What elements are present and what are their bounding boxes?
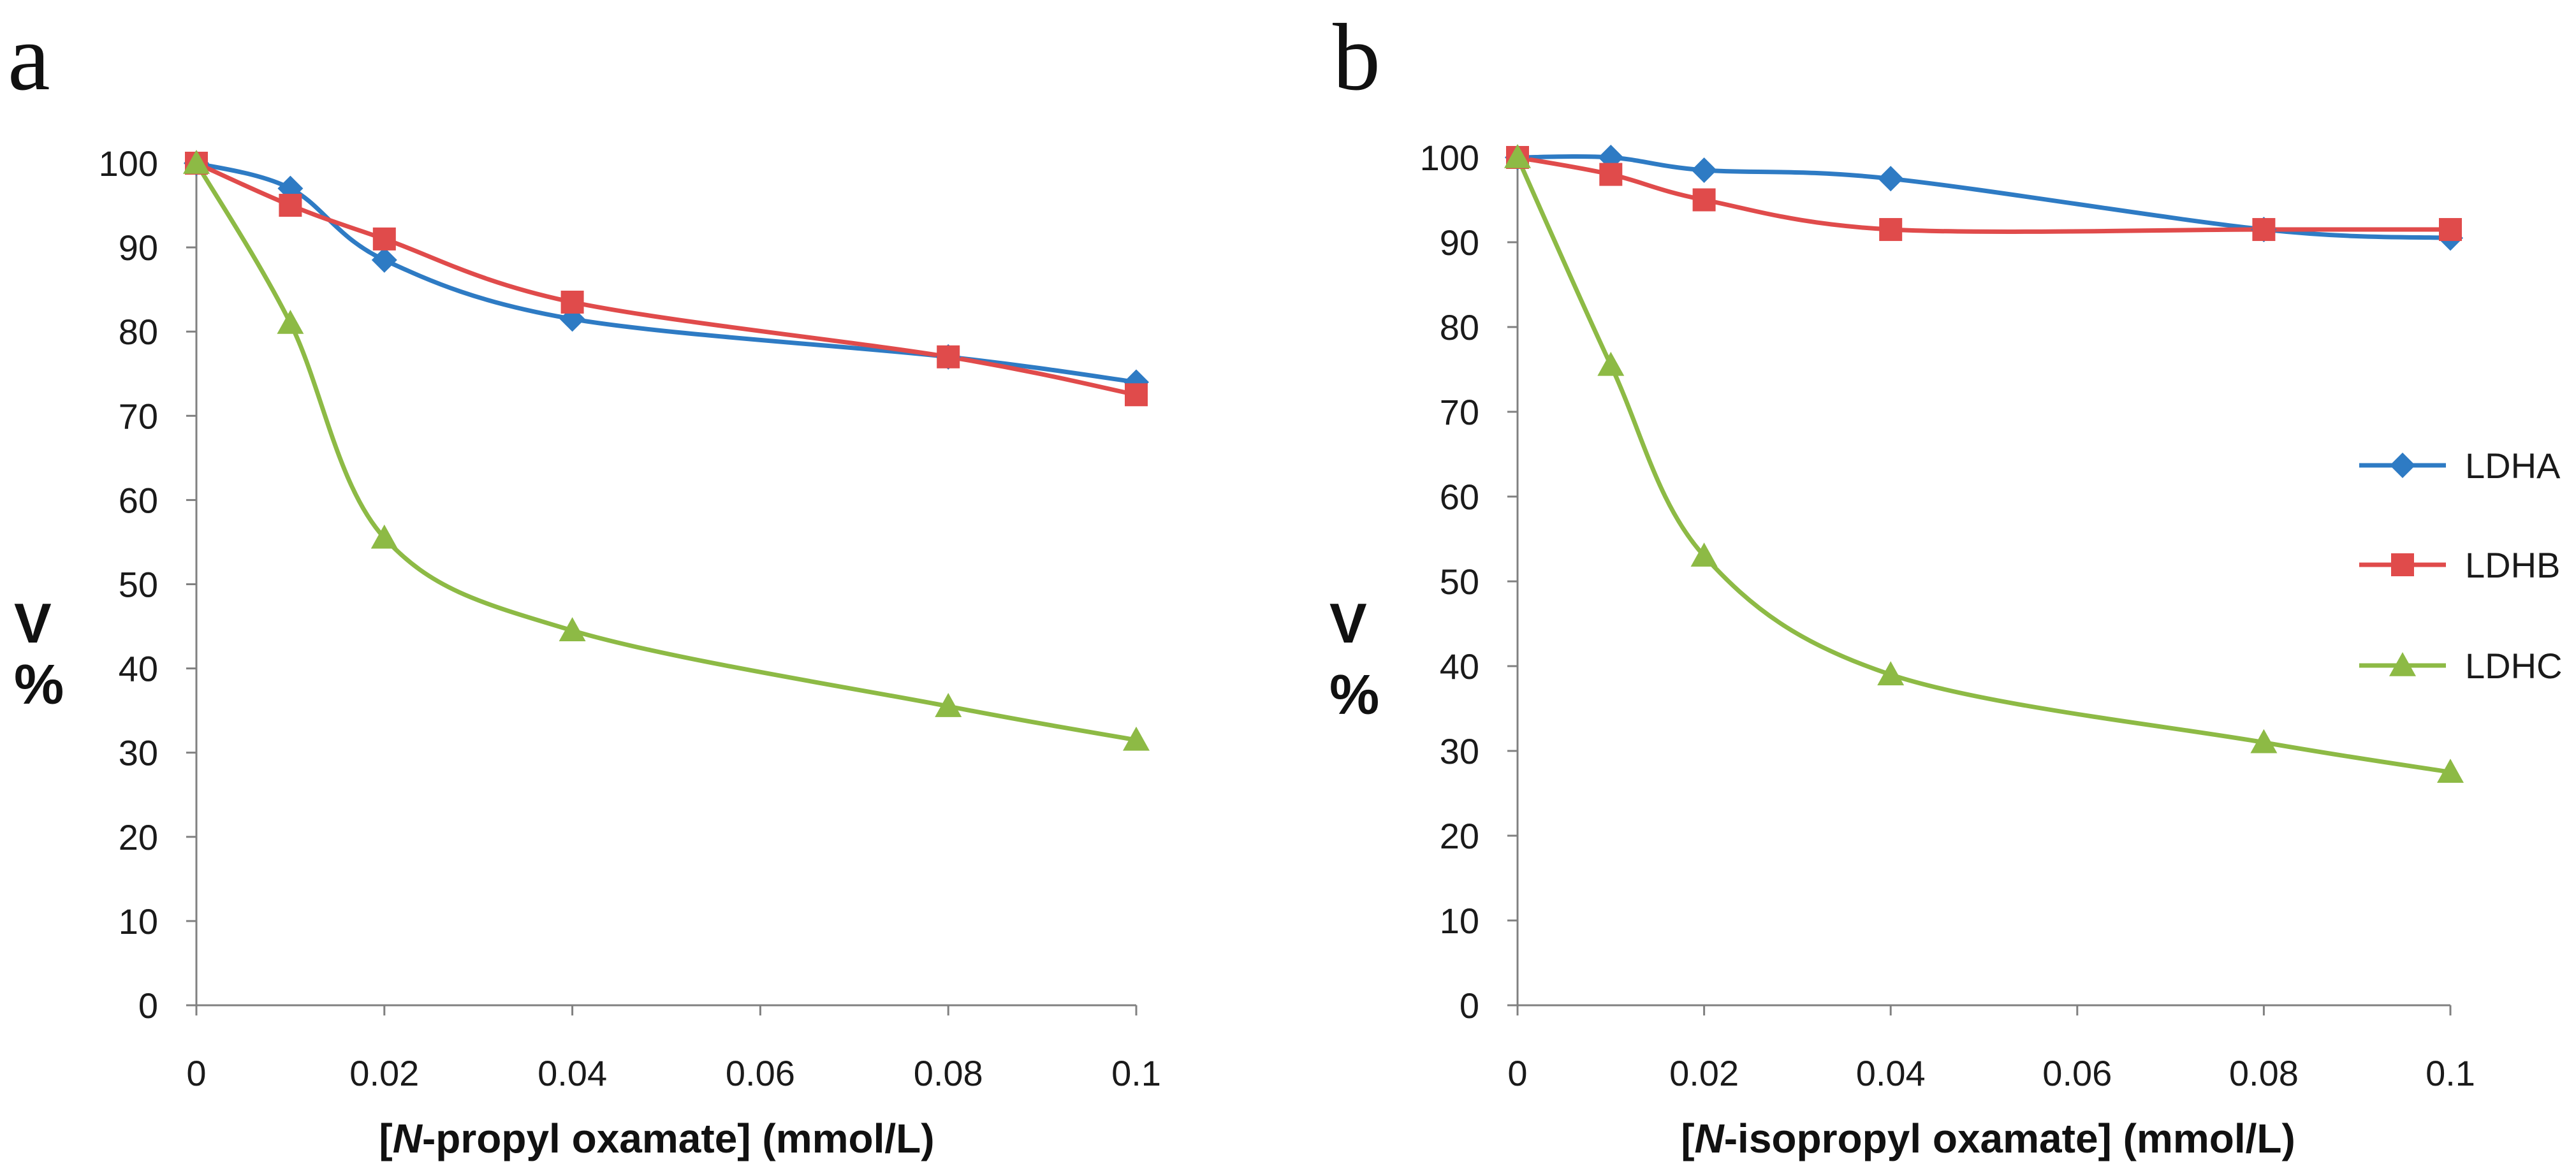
legend-ldhc-label: LDHC [2465, 646, 2562, 686]
panel-b: b V % 0 10 20 30 40 50 60 70 80 90 100 0 0.02 0.04 0.0… [1329, 4, 2562, 1161]
panel-b-ldhc-point [1690, 542, 1718, 567]
panel-b-letter: b [1333, 4, 1380, 110]
panel-a-x-tick-label: 0 [186, 1053, 206, 1093]
panel-a-ldhc-line [194, 161, 1139, 743]
panel-a-y-tick-label: 80 [119, 312, 158, 352]
panel-a-ldhb-point [279, 194, 302, 217]
panel-b-ylabel-line2: % [1329, 663, 1379, 726]
panel-a-y-tick-label: 90 [119, 228, 158, 268]
panel-b-series [1504, 144, 2464, 783]
panel-b-y-tick-label: 20 [1440, 816, 1479, 856]
panel-b-ldhb-point [2252, 218, 2276, 242]
panel-a-y-tick-label: 60 [119, 480, 158, 520]
panel-b-ldhb-point [1692, 188, 1716, 212]
panel-b-x-tick-label: 0.02 [1669, 1053, 1739, 1093]
panel-a-ldhc-point [370, 524, 398, 549]
panel-b-ylabel-line1: V [1329, 592, 1367, 655]
panel-b-ldhc-line [1515, 155, 2453, 775]
panel-b-ldha-point [1691, 157, 1717, 183]
panel-a-ldhb-point [372, 227, 396, 251]
panel-b-xlabel-italic: N [1695, 1116, 1725, 1161]
panel-a-series [183, 150, 1150, 751]
panel-a-xlabel-suffix: -propyl oxamate] (mmol/L) [422, 1116, 935, 1161]
panel-b-xlabel: [N-isopropyl oxamate] (mmol/L) [1681, 1116, 2295, 1161]
legend-ldhc-marker [2389, 652, 2416, 676]
panel-b-xlabel-suffix: -isopropyl oxamate] (mmol/L) [1724, 1116, 2295, 1161]
panel-b-y-tick-label: 70 [1440, 392, 1479, 432]
panel-b-ldhb-point [1599, 163, 1623, 186]
panel-a-ldhb-point [560, 290, 584, 314]
panel-a-ldhb-point [937, 345, 960, 368]
panel-b-ldhc-point [2437, 759, 2464, 783]
panel-a-xlabel-prefix: [ [379, 1116, 392, 1161]
panel-a-x-tick-label: 0.06 [726, 1053, 795, 1093]
panel-b-ldhc-point [1597, 351, 1625, 376]
panel-a-x-tick-label: 0.08 [914, 1053, 983, 1093]
panel-b-x-tick-label: 0.1 [2426, 1053, 2475, 1093]
panel-b-y-tick-label: 40 [1440, 646, 1479, 687]
panel-b-ldhc-point [2250, 729, 2278, 753]
panel-b-y-tick-label: 30 [1440, 731, 1479, 771]
panel-b-x-tick-label: 0.08 [2229, 1053, 2299, 1093]
panel-b-y-tick-label: 10 [1440, 901, 1479, 941]
panel-b-ldhc-point [1504, 144, 1531, 168]
panel-a-xlabel-italic: N [393, 1116, 423, 1161]
panel-b-y-tick-label: 60 [1440, 477, 1479, 517]
panel-a-y-tick-label: 50 [119, 565, 158, 605]
panel-b-legend: LDHA LDHB LDHC [2359, 446, 2562, 686]
panel-b-ldhc-point [1877, 661, 1905, 686]
legend-ldha-label: LDHA [2465, 446, 2561, 486]
panel-a-y-tick-label: 40 [119, 649, 158, 689]
panel-b-y-tick-label: 0 [1460, 986, 1479, 1026]
panel-a-x-tick-label: 0.1 [1111, 1053, 1161, 1093]
panel-a-ldhc-point [1123, 726, 1150, 751]
panel-b-x-tick-label: 0.04 [1856, 1053, 1926, 1093]
panel-a-y-tick-label: 10 [119, 901, 158, 942]
panel-a-y-tick-label: 100 [99, 143, 158, 184]
panel-a-ylabel-line2: % [14, 653, 64, 716]
legend-ldhb-marker [2391, 553, 2414, 576]
panel-a: a V % 0 10 20 30 40 50 60 70 80 90 100 0 0.02 0.04 0.0… [8, 4, 1161, 1161]
panel-b-y-tick-label: 80 [1440, 307, 1479, 347]
panel-a-y-tick-label: 20 [119, 817, 158, 857]
legend-ldha-marker [2390, 453, 2415, 478]
panel-b-y-tick-label: 50 [1440, 562, 1479, 602]
panel-a-ldhc-point [559, 617, 586, 641]
panel-a-x-tick-label: 0.02 [349, 1053, 419, 1093]
panel-b-y-tick-label: 90 [1440, 222, 1479, 263]
panel-a-ldhc-point [935, 693, 962, 717]
panel-b-x-tick-label: 0 [1507, 1053, 1527, 1093]
panel-a-xlabel: [N-propyl oxamate] (mmol/L) [379, 1116, 934, 1161]
panel-b-ldha-point [1878, 166, 1904, 192]
panel-a-letter: a [8, 4, 50, 110]
legend-ldhb-label: LDHB [2465, 545, 2560, 585]
panel-b-ldhb-point [1879, 218, 1903, 242]
panel-a-ldhc-point [183, 150, 210, 174]
panel-a-x-tick-label: 0.04 [538, 1053, 607, 1093]
panel-b-axes: 0 10 20 30 40 50 60 70 80 90 100 0 0.02 0.04 0.06 0.08 0… [1420, 138, 2475, 1093]
panel-a-y-tick-label: 30 [119, 733, 158, 773]
panel-a-ldha-point [371, 247, 397, 273]
panel-b-y-tick-label: 100 [1420, 138, 1479, 178]
panel-a-ylabel-line1: V [14, 592, 52, 655]
panel-a-axes: 0 10 20 30 40 50 60 70 80 90 100 0 0.02 0.04 0.06 0.08 0… [99, 143, 1161, 1093]
panel-b-xlabel-prefix: [ [1681, 1116, 1694, 1161]
panel-a-ldhb-point [1125, 383, 1148, 407]
panel-a-y-tick-label: 70 [119, 396, 158, 436]
panel-b-x-tick-label: 0.06 [2042, 1053, 2112, 1093]
panel-a-y-tick-label: 0 [138, 986, 158, 1026]
panel-a-ldhc-point [277, 309, 304, 334]
panel-b-ldhb-point [2439, 218, 2462, 242]
